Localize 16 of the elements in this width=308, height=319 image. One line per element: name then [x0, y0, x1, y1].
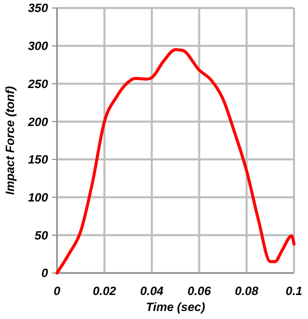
y-tick-label: 100: [28, 190, 48, 204]
x-tick-label: 0.06: [188, 284, 212, 298]
y-tick-label: 200: [26, 114, 48, 129]
x-tick-label: 0.02: [92, 284, 116, 298]
y-tick-label: 0: [41, 266, 48, 280]
y-tick-label: 150: [28, 152, 48, 167]
y-tick-label: 300: [28, 39, 48, 54]
x-tick-label: 0.04: [140, 284, 164, 298]
x-tick-label: 0.1: [286, 284, 303, 298]
x-tick-label: 0: [54, 284, 61, 298]
y-axis-title: Impact Force (tonf): [3, 86, 17, 195]
x-tick-label: 0.08: [234, 284, 259, 298]
y-tick-label: 50: [34, 228, 48, 242]
x-axis-title: Time (sec): [146, 300, 206, 314]
y-tick-label: 250: [26, 76, 48, 91]
y-tick-label: 350: [28, 1, 48, 16]
